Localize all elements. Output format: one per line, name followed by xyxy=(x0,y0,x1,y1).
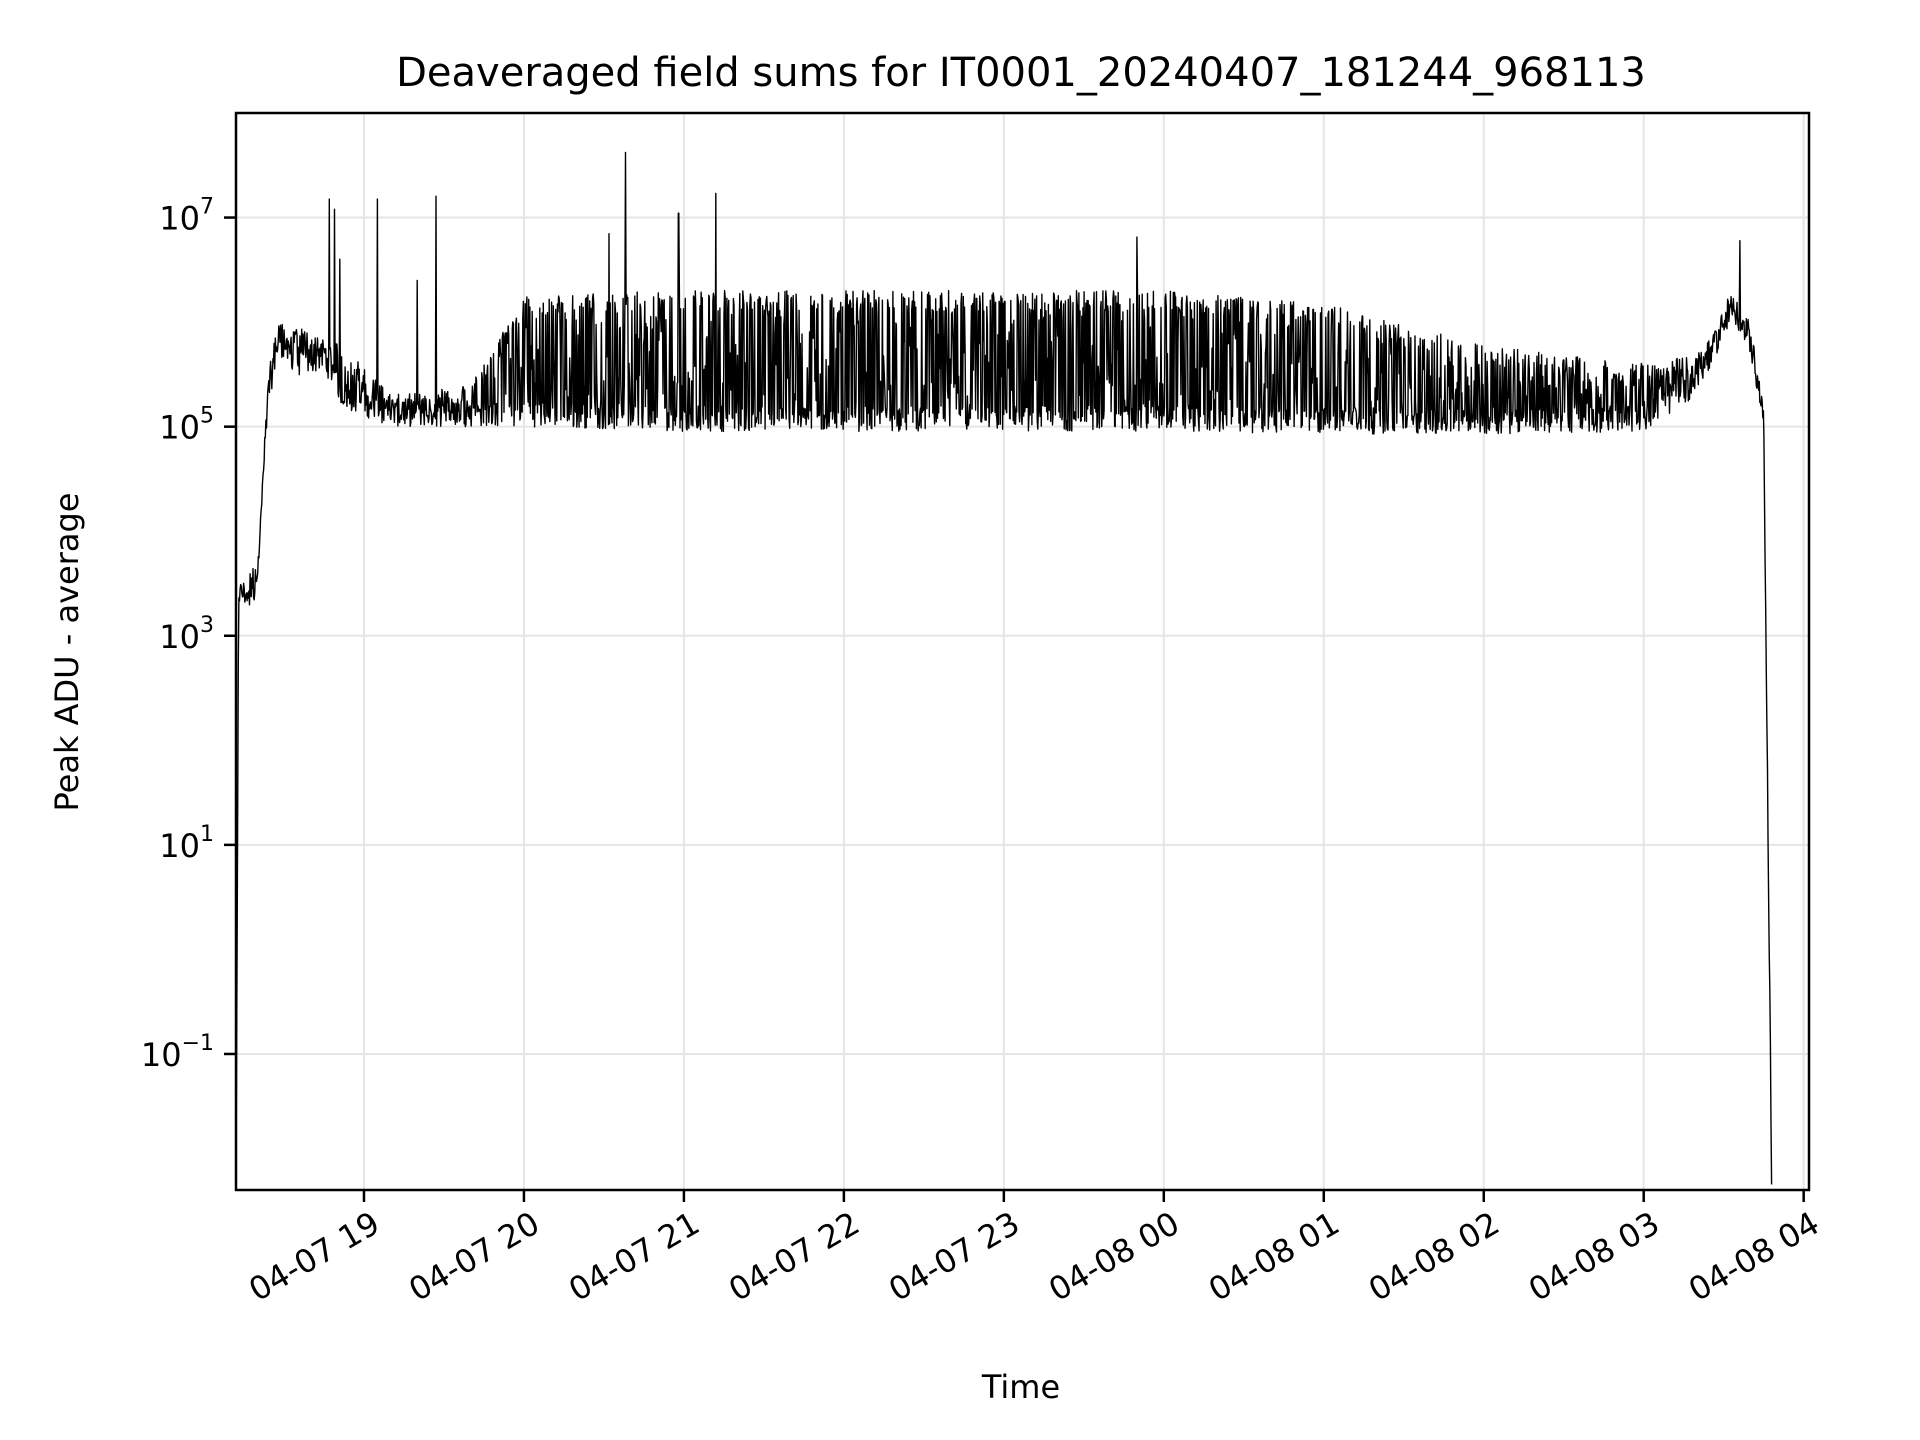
series-line xyxy=(235,151,1773,1191)
x-tick-label: 04-08 04 xyxy=(1682,1204,1826,1309)
x-axis: 04-07 19 04-07 20 04-07 21 04-07 22 04-07 23… xyxy=(242,1190,1826,1309)
data-layer xyxy=(235,151,1773,1191)
y-tick-base: 10 xyxy=(141,1036,182,1074)
y-tick-exponent: 5 xyxy=(200,404,214,429)
y-tick-base: 10 xyxy=(159,618,200,656)
x-tick-label: 04-08 03 xyxy=(1522,1204,1666,1309)
x-tick-label: 04-07 23 xyxy=(882,1204,1026,1309)
x-tick-label: 04-07 19 xyxy=(242,1204,386,1309)
x-axis-label: Time xyxy=(981,1368,1060,1406)
x-tick-label: 04-08 00 xyxy=(1042,1204,1186,1309)
y-tick-base: 10 xyxy=(159,200,200,238)
y-tick-exponent: −1 xyxy=(182,1031,214,1056)
x-tick-label: 04-08 02 xyxy=(1362,1204,1506,1309)
y-tick-label: 107 xyxy=(159,195,214,238)
x-tick-label: 04-07 20 xyxy=(402,1204,546,1309)
y-tick-label: 101 xyxy=(159,822,214,865)
y-tick-exponent: 3 xyxy=(200,613,214,638)
y-tick-base: 10 xyxy=(159,409,200,447)
y-tick-base: 10 xyxy=(159,827,200,865)
x-tick-label: 04-07 22 xyxy=(722,1204,866,1309)
x-tick-label: 04-07 21 xyxy=(562,1204,706,1309)
chart-title: Deaveraged field sums for IT0001_2024040… xyxy=(396,50,1646,96)
y-tick-label: 10−1 xyxy=(141,1031,214,1074)
plot-frame xyxy=(234,111,1811,1192)
y-tick-label: 105 xyxy=(159,404,214,447)
y-tick-exponent: 7 xyxy=(200,195,214,220)
y-tick-label: 103 xyxy=(159,613,214,656)
grid-layer xyxy=(236,113,1809,1190)
y-axis-label: Peak ADU - average xyxy=(48,493,86,812)
y-tick-exponent: 1 xyxy=(200,822,214,847)
x-tick-label: 04-08 01 xyxy=(1202,1204,1346,1309)
